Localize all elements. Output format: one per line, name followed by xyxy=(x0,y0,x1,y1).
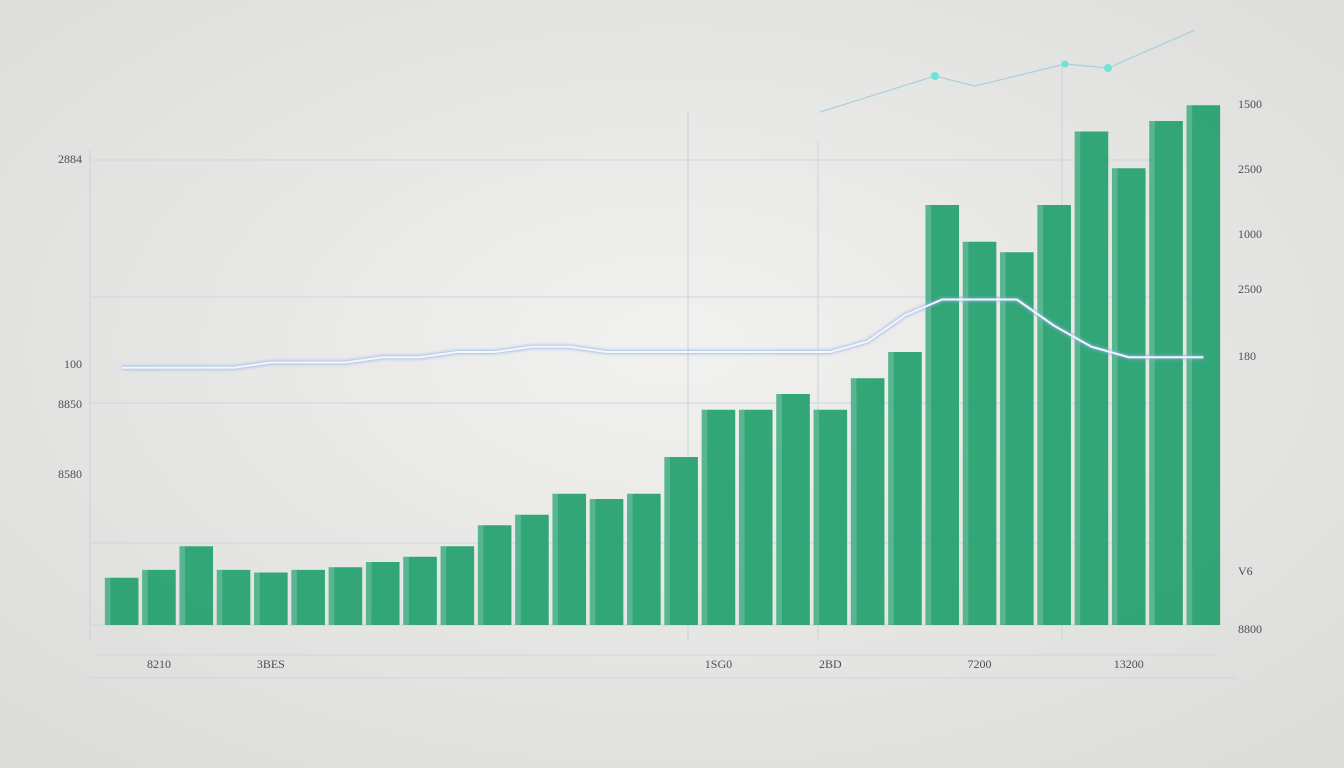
bar-sheen xyxy=(701,409,708,625)
bar xyxy=(216,569,251,625)
y-label-left: 100 xyxy=(64,357,82,371)
bar-sheen xyxy=(1000,252,1006,625)
bar xyxy=(403,556,437,625)
bar-sheen xyxy=(962,241,969,625)
bar-sheen xyxy=(104,577,111,625)
bar xyxy=(254,572,288,625)
bar xyxy=(1074,131,1109,625)
x-tick-label: 1SG0 xyxy=(705,657,732,671)
bar-sheen xyxy=(365,562,372,625)
x-tick-label: 13200 xyxy=(1114,657,1144,671)
bar-sheen xyxy=(1074,131,1081,625)
bar-sheen xyxy=(1186,105,1193,625)
bar xyxy=(142,569,176,625)
bar-sheen xyxy=(850,378,857,625)
decor-dot xyxy=(931,72,939,80)
bar-sheen xyxy=(664,457,670,625)
bar-sheen xyxy=(888,352,894,625)
bar xyxy=(1037,205,1071,625)
bar xyxy=(813,409,848,625)
bar xyxy=(1186,105,1221,625)
bar-sheen xyxy=(589,499,596,625)
bar-sheen xyxy=(403,556,409,625)
bar-sheen xyxy=(925,205,932,625)
bar-sheen xyxy=(738,409,745,625)
y-label-right: 2500 xyxy=(1238,162,1262,176)
bar xyxy=(589,499,624,625)
decor-line xyxy=(819,29,1196,113)
bar-sheen xyxy=(328,567,335,625)
y-label-right: 180 xyxy=(1238,349,1256,363)
bar xyxy=(1111,168,1146,625)
x-tick-label: 8210 xyxy=(147,657,171,671)
bar-sheen xyxy=(776,394,782,625)
bar xyxy=(701,409,736,625)
bar-sheen xyxy=(552,493,559,625)
bar xyxy=(477,525,512,625)
y-label-left: 8580 xyxy=(58,467,82,481)
bar-sheen xyxy=(179,546,186,625)
y-label-right: 1000 xyxy=(1238,227,1262,241)
bar-sheen xyxy=(1037,205,1043,625)
bar-sheen xyxy=(216,569,223,625)
bar xyxy=(664,457,698,625)
decor-dot xyxy=(1104,64,1112,72)
x-tick-label: 2BD xyxy=(819,657,842,671)
decor-dot xyxy=(1061,60,1069,68)
bar xyxy=(440,546,475,625)
y-label-left: 2884 xyxy=(58,152,82,166)
bar-sheen xyxy=(813,409,820,625)
bar xyxy=(627,493,661,625)
bar xyxy=(925,205,960,625)
x-tick-label: 3BES xyxy=(257,657,285,671)
bar xyxy=(291,569,325,625)
bar-sheen xyxy=(627,493,633,625)
bar-sheen xyxy=(142,569,148,625)
bar-sheen xyxy=(291,569,297,625)
bar-sheen xyxy=(477,525,484,625)
bar xyxy=(738,409,773,625)
y-label-left: 8850 xyxy=(58,397,82,411)
bar-sheen xyxy=(1111,168,1118,625)
bar xyxy=(776,394,810,625)
x-tick-label: 7200 xyxy=(968,657,992,671)
bar xyxy=(552,493,587,625)
y-label-right: 8800 xyxy=(1238,622,1262,636)
bar-sheen xyxy=(254,572,260,625)
bar-sheen xyxy=(440,546,447,625)
bar xyxy=(515,514,549,625)
bar xyxy=(1000,252,1034,625)
bar xyxy=(1149,121,1183,625)
line xyxy=(121,298,1204,369)
bar xyxy=(962,241,997,625)
grid xyxy=(89,29,1236,679)
y-label-right: 1500 xyxy=(1238,97,1262,111)
bar xyxy=(179,546,214,625)
bar xyxy=(104,577,139,625)
bar xyxy=(850,378,885,625)
bar xyxy=(888,352,922,625)
bar xyxy=(328,567,363,625)
bar-sheen xyxy=(515,514,521,625)
bar-sheen xyxy=(1149,121,1155,625)
y-label-right: 2500 xyxy=(1238,282,1262,296)
bar xyxy=(365,562,400,625)
y-label-right: V6 xyxy=(1238,564,1253,578)
